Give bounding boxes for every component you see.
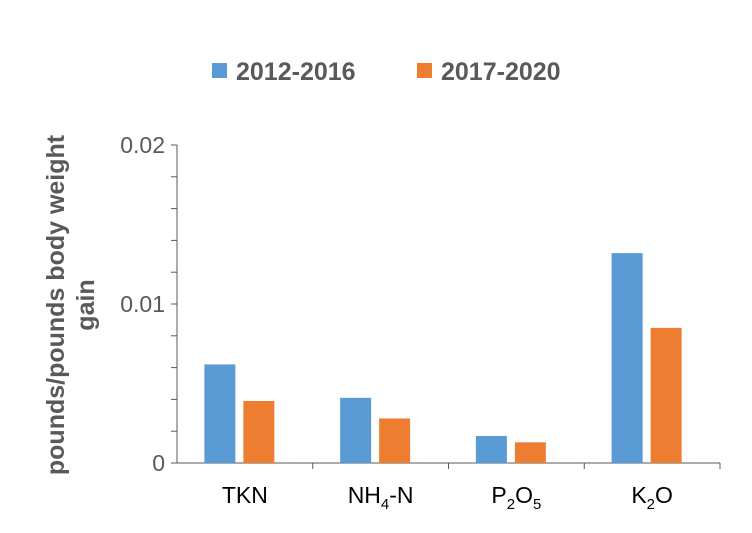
bar-NH4-N-2017-2020 [379, 418, 411, 463]
x-category-label: K2O [631, 482, 673, 513]
bar-P2O5-2012-2016 [475, 435, 507, 463]
bar-TKN-2017-2020 [243, 400, 275, 463]
x-category-label: TKN [222, 482, 268, 508]
bars [204, 253, 682, 463]
x-category-label: P2O5 [491, 482, 541, 513]
y-axis-title: pounds/pounds body weightgain [42, 134, 100, 475]
legend-swatch [417, 63, 432, 78]
bar-P2O5-2017-2020 [514, 442, 546, 463]
x-category-label: NH4-N [348, 482, 414, 513]
y-axis-label: pounds/pounds body weightgain [42, 134, 100, 475]
x-axis-categories: TKN NH4-N P2O5 K2O [222, 482, 673, 513]
bar-K2O-2017-2020 [650, 327, 682, 463]
legend-swatch [212, 63, 227, 78]
legend: 2012-2016 2017-2020 [212, 58, 561, 86]
bar-NH4-N-2012-2016 [340, 397, 372, 463]
bar-TKN-2012-2016 [204, 364, 236, 463]
y-tick-label: 0.01 [120, 291, 165, 317]
y-tick-label: 0.02 [120, 132, 165, 158]
legend-label: 2017-2020 [441, 58, 561, 86]
bar-K2O-2012-2016 [611, 253, 643, 463]
y-tick-label: 0 [152, 450, 165, 476]
legend-label: 2012-2016 [236, 58, 356, 86]
